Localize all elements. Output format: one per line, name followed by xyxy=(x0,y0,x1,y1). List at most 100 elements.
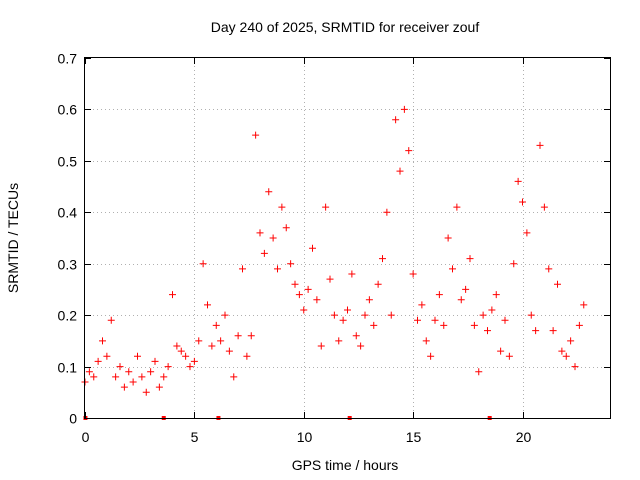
data-point xyxy=(479,311,487,319)
x-tick-label: 20 xyxy=(516,429,532,445)
data-point xyxy=(230,373,238,381)
x-tick-label: 5 xyxy=(191,429,199,445)
data-point xyxy=(278,203,286,211)
data-point xyxy=(475,368,483,376)
y-axis-label: SRMTID / TECUs xyxy=(5,183,21,293)
chart-title: Day 240 of 2025, SRMTID for receiver zou… xyxy=(211,19,480,35)
data-point xyxy=(580,301,588,309)
data-point xyxy=(392,116,400,124)
data-point xyxy=(326,275,334,283)
x-axis-ticks: 0 5 10 15 20 xyxy=(82,58,532,445)
data-point xyxy=(94,357,102,365)
data-point xyxy=(357,342,365,350)
data-point xyxy=(554,280,561,288)
data-point xyxy=(304,285,312,293)
data-point xyxy=(519,198,526,206)
data-point xyxy=(409,270,417,278)
data-point xyxy=(545,265,553,273)
data-point xyxy=(361,311,369,319)
data-point xyxy=(470,321,478,329)
data-point xyxy=(501,316,509,324)
data-point xyxy=(330,311,338,319)
data-point xyxy=(453,203,461,211)
data-point xyxy=(431,316,439,324)
data-point xyxy=(125,368,133,376)
data-point xyxy=(225,347,233,355)
data-point xyxy=(116,363,124,371)
y-tick-label: 0.3 xyxy=(58,257,78,273)
data-point xyxy=(164,363,172,371)
data-point xyxy=(217,337,225,345)
data-point xyxy=(488,306,496,314)
data-point xyxy=(536,141,544,149)
data-point xyxy=(505,352,513,360)
data-point xyxy=(497,347,505,355)
data-point xyxy=(313,296,321,304)
data-point xyxy=(204,301,211,309)
data-point xyxy=(112,373,120,381)
data-point xyxy=(444,234,452,242)
data-point xyxy=(523,229,531,237)
data-point xyxy=(239,265,246,273)
data-point xyxy=(199,260,207,268)
data-point xyxy=(379,255,386,263)
data-point xyxy=(387,311,395,319)
data-point xyxy=(287,260,295,268)
data-point xyxy=(103,352,111,360)
data-point xyxy=(427,352,435,360)
data-point xyxy=(300,306,308,314)
data-point xyxy=(462,285,470,293)
data-point xyxy=(120,383,128,391)
x-tick-label: 10 xyxy=(297,429,313,445)
data-point xyxy=(252,131,260,139)
data-point xyxy=(142,388,150,396)
data-point xyxy=(260,249,268,257)
data-point xyxy=(269,234,277,242)
data-point xyxy=(365,296,373,304)
data-point xyxy=(449,265,456,273)
data-point xyxy=(344,306,351,314)
data-point xyxy=(317,342,325,350)
data-point xyxy=(243,352,251,360)
data-point xyxy=(274,265,281,273)
data-point xyxy=(540,203,548,211)
y-tick-label: 0.2 xyxy=(58,308,78,324)
data-point xyxy=(335,337,343,345)
data-point xyxy=(405,147,413,155)
data-point xyxy=(571,363,579,371)
data-point xyxy=(256,229,264,237)
data-point xyxy=(370,321,378,329)
data-point xyxy=(99,337,106,345)
data-point xyxy=(374,280,382,288)
data-point xyxy=(186,363,194,371)
data-point xyxy=(492,291,500,299)
y-tick-label: 0.6 xyxy=(58,102,78,118)
data-point xyxy=(514,177,522,185)
data-point xyxy=(352,332,360,340)
y-axis-ticks: 0 0.1 0.2 0.3 0.4 0.5 0.6 0.7 xyxy=(58,51,610,427)
data-point xyxy=(322,203,330,211)
data-point xyxy=(383,208,391,216)
data-point xyxy=(173,342,181,350)
data-point xyxy=(549,327,557,335)
data-point xyxy=(575,321,583,329)
x-tick-label: 15 xyxy=(406,429,422,445)
grid-layer xyxy=(85,58,610,418)
data-point xyxy=(151,357,159,365)
data-point xyxy=(309,244,316,252)
data-point xyxy=(291,280,299,288)
data-point xyxy=(190,357,198,365)
data-point xyxy=(562,352,570,360)
data-point xyxy=(532,327,540,335)
x-tick-label: 0 xyxy=(82,429,90,445)
data-point xyxy=(177,347,185,355)
data-point xyxy=(155,383,163,391)
data-point xyxy=(265,188,273,196)
x-axis-label: GPS time / hours xyxy=(292,457,399,473)
data-point xyxy=(208,342,216,350)
data-point xyxy=(195,337,203,345)
data-point xyxy=(212,321,220,329)
data-point xyxy=(147,368,155,376)
data-point xyxy=(247,332,255,340)
